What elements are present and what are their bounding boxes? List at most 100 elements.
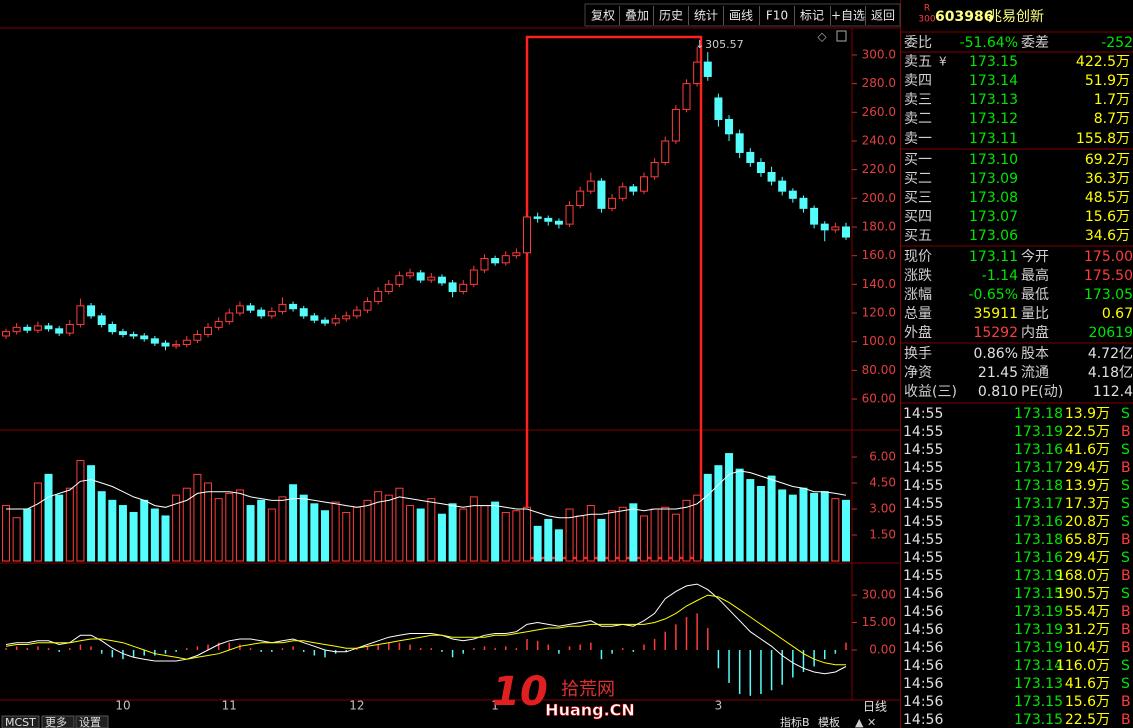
bottom-button[interactable]: 指标B [780, 715, 810, 728]
volume-bar [161, 515, 170, 562]
volume-bar [406, 505, 415, 562]
volume-bar [44, 473, 53, 562]
trade-time: 14:55 [903, 514, 943, 530]
candle-body [650, 161, 659, 178]
field-label: 买三 [904, 190, 932, 206]
dif-line [5, 583, 847, 675]
volume-bar [257, 499, 266, 562]
candle-body [735, 133, 744, 153]
trade-side: B [1121, 694, 1131, 710]
volume-bar [671, 513, 680, 562]
field-value: 173.14 [969, 73, 1018, 89]
candle-body [140, 335, 149, 340]
trade-time: 14:55 [903, 460, 943, 476]
field-value: 0.67 [1102, 306, 1133, 322]
candle-body [725, 118, 734, 135]
field-label: 51.9万 [1085, 73, 1130, 89]
bottom-tab[interactable]: 设置 [79, 716, 101, 728]
y-tick-label: 100.0 [862, 334, 896, 348]
toolbar-button[interactable]: 历史 [659, 9, 683, 23]
toolbar-button[interactable]: 统计 [694, 9, 718, 23]
volume-bar [725, 453, 734, 562]
field-label: 卖二 [904, 111, 932, 127]
volume-bar [491, 501, 500, 562]
bottom-icons: ▲ ✕ [855, 716, 876, 728]
candle-body [214, 321, 223, 328]
toolbar-button[interactable]: 标记 [800, 9, 824, 23]
candle-body [703, 61, 712, 77]
volume-bar [746, 479, 755, 562]
volume-bar [140, 499, 149, 562]
volume-bar [55, 494, 64, 562]
candle-body [437, 276, 446, 284]
field-label: 委比 [904, 35, 932, 51]
field-value: 173.06 [969, 228, 1018, 244]
field-label: 422.5万 [1076, 54, 1130, 70]
trade-price: 173.17 [1014, 460, 1063, 476]
y-tick-label: 220.0 [862, 162, 896, 176]
toolbar-button[interactable]: 画线 [729, 9, 753, 23]
trade-volume: 65.8万 [1065, 532, 1110, 548]
candle-body [682, 83, 691, 110]
volume-bar [246, 505, 255, 562]
field-label: 8.7万 [1094, 111, 1130, 127]
volume-ma-line [6, 470, 847, 519]
toolbar-button[interactable]: F10 [766, 9, 788, 23]
toolbar-button[interactable]: 返回 [871, 9, 895, 23]
trade-price: 173.16 [1014, 442, 1063, 458]
bottom-tab[interactable]: MCST [5, 716, 36, 728]
volume-bar [320, 510, 329, 562]
toolbar-button[interactable]: 叠加 [625, 9, 649, 23]
candle-body [342, 315, 351, 320]
y-tick-label: 160.0 [862, 248, 896, 262]
volume-bar [512, 510, 521, 562]
y-tick-label: 280.0 [862, 76, 896, 90]
toolbar-button[interactable]: 复权 [591, 9, 615, 23]
bottom-button[interactable]: 模板 [818, 715, 840, 728]
trade-time: 14:55 [903, 442, 943, 458]
field-value: 21.45 [978, 365, 1018, 381]
trade-side: B [1121, 532, 1131, 548]
candle-body [416, 272, 425, 281]
trade-time: 14:55 [903, 478, 943, 494]
trade-volume: 29.4万 [1065, 550, 1110, 566]
field-label: 收益(三) [904, 384, 957, 400]
volume-bar [2, 505, 10, 562]
volume-bar [395, 487, 404, 562]
candle-body [427, 276, 436, 281]
watermark-site: Huang.CN [545, 701, 635, 720]
field-value: 175.00 [1084, 249, 1133, 265]
toolbar-button[interactable]: +自选 [831, 9, 865, 23]
candle-body [533, 216, 542, 219]
trade-volume: 15.6万 [1065, 694, 1110, 710]
field-label: 48.5万 [1085, 190, 1130, 206]
trade-side: S [1121, 406, 1130, 422]
trade-side: B [1121, 424, 1131, 440]
candle-body [586, 180, 595, 192]
trade-price: 173.15 [1014, 694, 1063, 710]
volume-bar [342, 511, 351, 562]
volume-bar [586, 505, 595, 562]
candle-body [756, 161, 765, 174]
candle-body [193, 334, 202, 341]
field-value: 173.15 [969, 54, 1018, 70]
y-tick-label: 0.00 [869, 642, 896, 656]
field-label: 买五 [904, 228, 932, 244]
y-tick-label: 120.0 [862, 306, 896, 320]
bottom-tab[interactable]: 更多 [45, 715, 67, 728]
y-tick-label: 3.00 [869, 502, 896, 516]
candle-body [118, 331, 127, 336]
candle-body [55, 328, 64, 334]
icon[interactable] [836, 30, 847, 42]
icon[interactable]: ◇ [817, 30, 827, 44]
volume-bar [523, 506, 532, 562]
candle-body [629, 186, 638, 192]
volume-bar [267, 508, 276, 562]
field-value: -1.14 [982, 268, 1018, 284]
field-label: 涨幅 [904, 287, 932, 303]
trade-time: 14:56 [903, 658, 943, 674]
trade-side: S [1121, 478, 1130, 494]
volume-bar [799, 487, 808, 562]
